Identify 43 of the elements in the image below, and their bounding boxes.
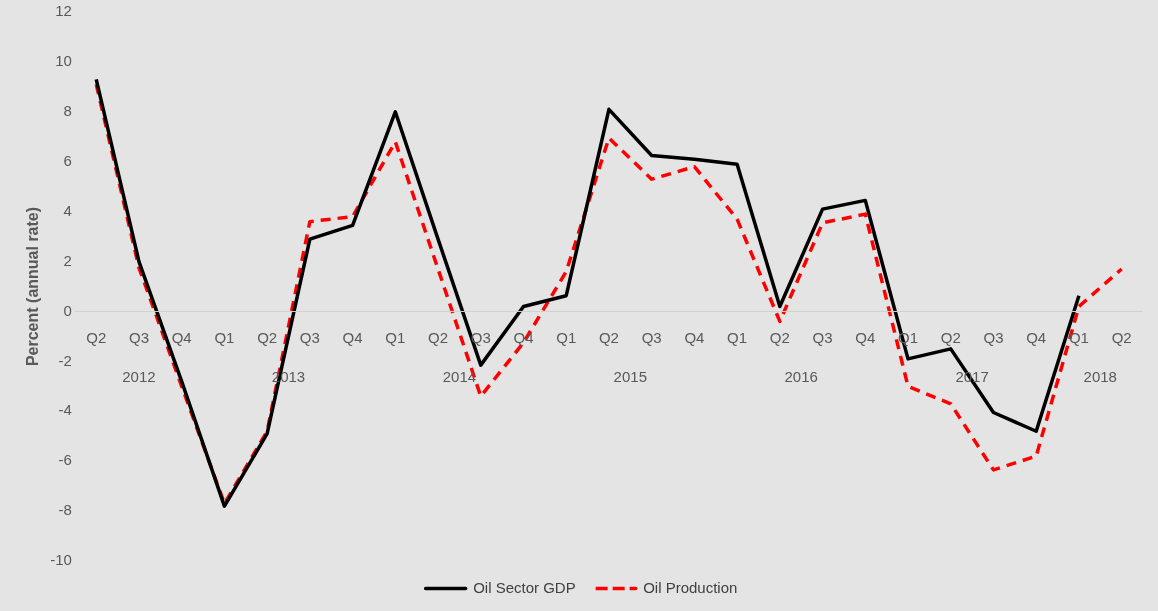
annotation: 2018 (1083, 367, 1117, 385)
y-tick-label: 4 (63, 201, 72, 219)
x-tick-label: Q4 (855, 328, 876, 346)
y-tick-label: -10 (50, 551, 72, 569)
x-tick-label: Q1 (214, 328, 235, 346)
y-axis-title: Percent (annual rate) (24, 206, 42, 367)
x-tick-label: Q3 (128, 328, 149, 346)
x-tick-label: Q2 (769, 328, 790, 346)
y-tick-label: 12 (55, 2, 72, 20)
annotation: 2012 (122, 367, 156, 385)
x-tick-label: Q1 (556, 328, 577, 346)
x-tick-label: Q3 (641, 328, 662, 346)
annotation: 2014 (442, 367, 477, 385)
x-tick-label: Q1 (1068, 328, 1089, 346)
x-tick-label: Q2 (86, 328, 107, 346)
y-tick-label: 8 (63, 101, 72, 119)
y-tick-label: -8 (58, 501, 72, 519)
x-tick-label: Q2 (428, 328, 449, 346)
x-tick-label: Q1 (727, 328, 748, 346)
x-tick-label: Q2 (1111, 328, 1132, 346)
x-tick-label: Q2 (940, 328, 961, 346)
x-tick-label: Q2 (598, 328, 619, 346)
y-tick-label: 2 (63, 251, 72, 269)
x-tick-label: Q2 (257, 328, 278, 346)
x-tick-label: Q4 (171, 328, 192, 346)
x-tick-label: Q3 (812, 328, 833, 346)
x-tick-label: Q4 (1026, 328, 1047, 346)
x-tick-label: Q4 (342, 328, 363, 346)
legend-label: Oil Sector GDP (473, 578, 576, 596)
annotation: 2016 (784, 367, 818, 385)
x-tick-label: Q1 (385, 328, 406, 346)
x-tick-label: Q3 (983, 328, 1004, 346)
y-tick-label: 0 (63, 301, 72, 319)
y-tick-label: -6 (58, 451, 72, 469)
y-tick-label: 6 (63, 151, 72, 169)
y-tick-label: 10 (55, 52, 72, 70)
x-tick-label: Q3 (299, 328, 320, 346)
y-tick-label: -4 (58, 401, 72, 419)
x-tick-label: Q4 (684, 328, 705, 346)
annotation: 2015 (613, 367, 647, 385)
y-tick-label: -2 (58, 351, 72, 369)
x-tick-label: Q4 (513, 328, 534, 346)
legend-label: Oil Production (643, 578, 738, 596)
